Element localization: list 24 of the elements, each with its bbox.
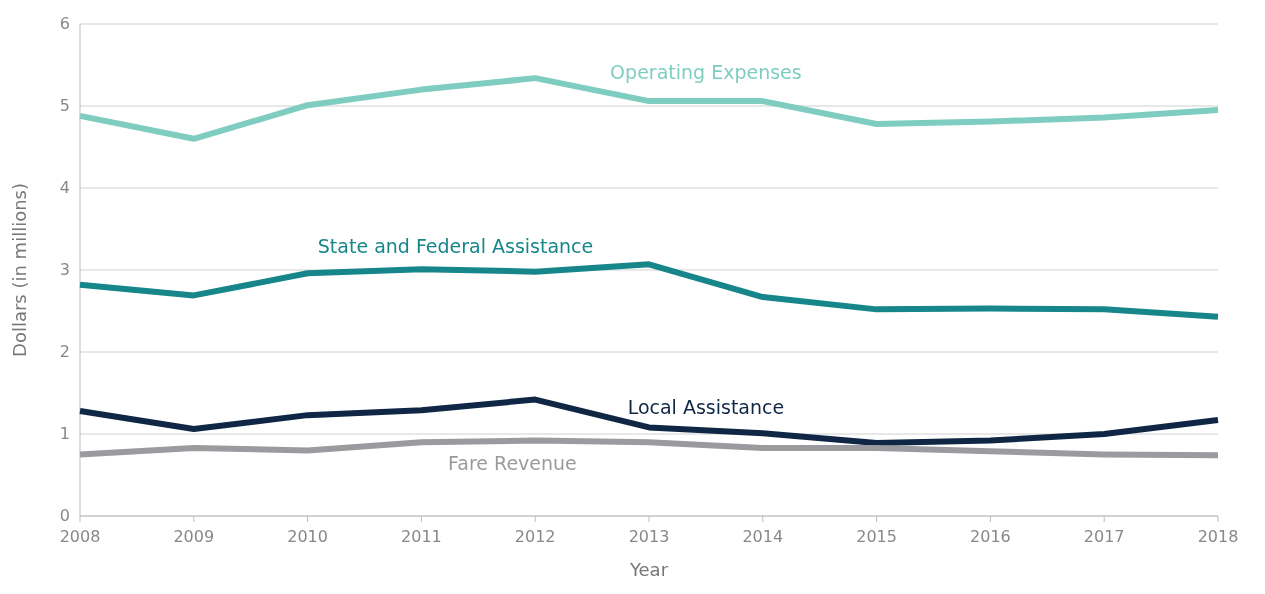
y-tick-label: 6 (59, 13, 70, 33)
x-tick-label: 2009 (173, 527, 215, 546)
x-tick-label: 2011 (401, 527, 442, 546)
y-tick-label: 5 (59, 95, 70, 115)
x-tick-label: 2013 (628, 527, 670, 546)
x-tick-label: 2012 (514, 527, 556, 546)
series-label: Fare Revenue (448, 452, 577, 475)
x-tick-label: 2014 (742, 527, 784, 546)
y-tick-label: 0 (59, 505, 70, 525)
x-tick-label: 2018 (1197, 527, 1239, 546)
x-tick-label: 2010 (287, 527, 328, 546)
y-tick-label: 3 (59, 259, 70, 279)
y-tick-label: 4 (59, 177, 70, 197)
x-tick-label: 2015 (856, 527, 897, 546)
y-tick-label: 1 (59, 423, 70, 443)
y-axis-title: Dollars (in millions) (9, 183, 30, 357)
x-tick-label: 2017 (1083, 527, 1125, 546)
y-tick-label: 2 (59, 341, 70, 361)
x-tick-label: 2016 (970, 527, 1011, 546)
x-axis-title: Year (628, 559, 669, 580)
series-label: Local Assistance (627, 395, 785, 418)
series-label: State and Federal Assistance (317, 235, 594, 258)
x-tick-label: 2008 (59, 527, 101, 546)
series-label: Operating Expenses (610, 60, 802, 83)
